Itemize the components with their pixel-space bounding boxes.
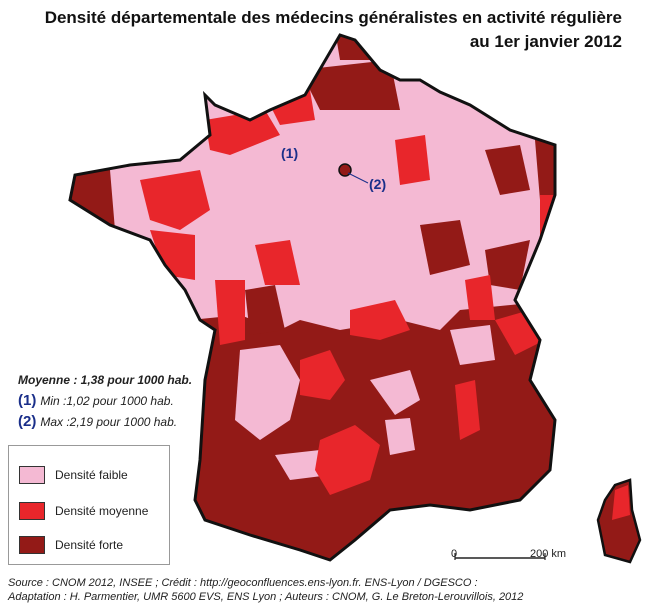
medium-density-loire-atlantique: [150, 230, 195, 280]
high-density-vienne: [245, 285, 285, 335]
legend-item-high: Densité forte: [19, 536, 123, 554]
legend-item-low: Densité faible: [19, 466, 128, 484]
paris-marker: [338, 163, 352, 177]
max-marker: (2): [18, 413, 37, 430]
legend-swatch: [19, 502, 45, 520]
high-density-finistere: [70, 170, 115, 230]
medium-density-ain: [465, 275, 495, 320]
high-density-alsace: [485, 145, 530, 195]
low-density-gers: [275, 450, 330, 480]
source-text: Source : CNOM 2012, INSEE ; Crédit : htt…: [8, 577, 524, 603]
min-text: Min :1,02 pour 1000 hab.: [40, 394, 174, 408]
mean-text: Moyenne : 1,38 pour 1000 hab.: [18, 373, 193, 387]
low-density-loire: [450, 325, 495, 365]
map-label-max: (2): [369, 176, 387, 192]
scale-end: 200 km: [530, 548, 567, 560]
medium-density-aveyron: [315, 425, 380, 495]
low-density-limousin-auvergne: [235, 345, 300, 440]
legend-item-medium: Densité moyenne: [19, 502, 148, 520]
medium-density-herault: [455, 380, 480, 440]
legend: Densité faible Densité moyenne Densité f…: [8, 445, 170, 565]
high-density-nord: [300, 60, 400, 110]
title-line-1: Densité départementale des médecins géné…: [44, 8, 622, 27]
low-density-lozere: [385, 418, 415, 455]
low-density-cantal: [370, 370, 420, 415]
medium-density-indre: [255, 240, 300, 285]
legend-swatch: [19, 466, 45, 484]
title-line-2: au 1er janvier 2012: [469, 32, 622, 51]
corsica: [596, 478, 642, 564]
max-text: Max :2,19 pour 1000 hab.: [40, 415, 178, 429]
medium-density-brittany: [140, 170, 210, 230]
medium-density-normandy: [205, 110, 280, 155]
medium-density-dordogne: [300, 350, 345, 400]
legend-swatch: [19, 536, 45, 554]
medium-density-puy: [350, 300, 410, 340]
medium-density-charente: [215, 280, 245, 345]
medium-density-marne: [395, 135, 430, 185]
haute-corse: [612, 485, 630, 520]
min-marker: (1): [18, 392, 37, 409]
high-density-cote-dor: [420, 220, 470, 275]
scale-start: 0: [451, 548, 458, 560]
paris-pointer: [347, 172, 369, 184]
high-density-jura: [485, 240, 530, 290]
map-label-min: (1): [281, 145, 299, 161]
